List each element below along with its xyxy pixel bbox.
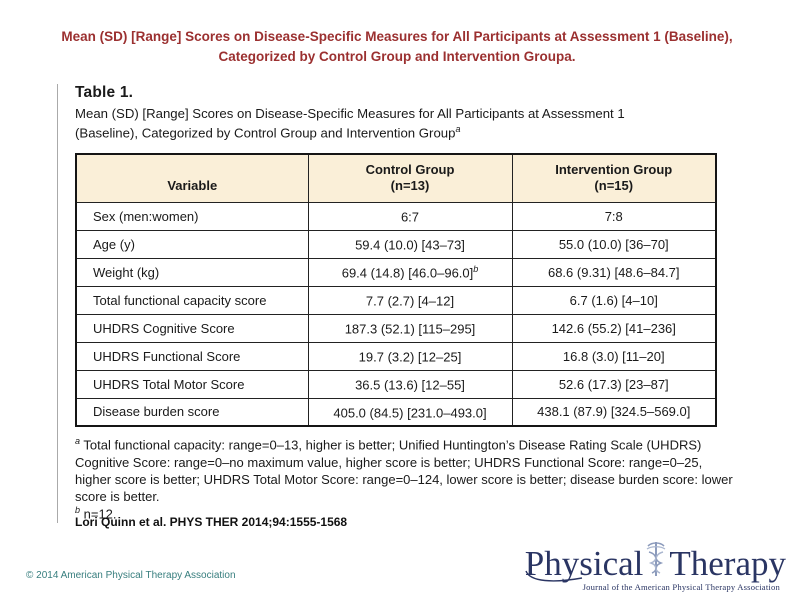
table-row: Weight (kg) 69.4 (14.8) [46.0–96.0]b 68.… bbox=[75, 257, 717, 287]
footnote-b: b n=12. bbox=[75, 505, 738, 523]
intervention-value-cell: 52.6 (17.3) [23–87] bbox=[511, 369, 717, 399]
intervention-value-cell: 6.7 (1.6) [4–10] bbox=[511, 285, 717, 315]
footnote-a-text: Total functional capacity: range=0–13, h… bbox=[75, 437, 733, 505]
logo-subtitle: Journal of the American Physical Therapy… bbox=[582, 582, 780, 592]
logo-wordmark: Physical Therapy bbox=[518, 537, 786, 581]
control-value: 36.5 (13.6) [12–55] bbox=[355, 377, 465, 393]
intervention-value-cell: 16.8 (3.0) [11–20] bbox=[511, 341, 717, 371]
table-row: UHDRS Total Motor Score 36.5 (13.6) [12–… bbox=[75, 369, 717, 399]
control-value-cell: 36.5 (13.6) [12–55] bbox=[307, 369, 513, 399]
control-value-cell: 405.0 (84.5) [231.0–493.0] bbox=[307, 397, 513, 427]
intervention-value-cell: 438.1 (87.9) [324.5–569.0] bbox=[511, 397, 717, 427]
footnote-b-marker: b bbox=[75, 505, 81, 516]
table-figure: Table 1. Mean (SD) [Range] Scores on Dis… bbox=[57, 84, 733, 524]
variable-cell: UHDRS Cognitive Score bbox=[75, 313, 309, 343]
control-value: 6:7 bbox=[400, 209, 420, 225]
footnote-b-text: n=12. bbox=[80, 506, 117, 522]
intervention-value-cell: 7:8 bbox=[511, 201, 717, 231]
control-value-cell: 7.7 (2.7) [4–12] bbox=[307, 285, 513, 315]
control-value: 59.4 (10.0) [43–73] bbox=[355, 237, 465, 253]
intervention-value-cell: 55.0 (10.0) [36–70] bbox=[511, 229, 717, 259]
column-header-control-group: Control Group (n=13) bbox=[307, 153, 513, 203]
logo-swoosh bbox=[524, 570, 584, 589]
caduceus-icon bbox=[645, 540, 667, 584]
control-value-cell: 6:7 bbox=[307, 201, 513, 231]
control-value: 7.7 (2.7) [4–12] bbox=[365, 293, 455, 309]
intervention-group-n: (n=15) bbox=[594, 178, 634, 194]
citation: Lori Quinn et al. PHYS THER 2014;94:1555… bbox=[75, 515, 348, 529]
table-caption: Mean (SD) [Range] Scores on Disease-Spec… bbox=[75, 105, 685, 142]
column-header-variable: Variable bbox=[75, 153, 309, 203]
slide-title: Mean (SD) [Range] Scores on Disease-Spec… bbox=[61, 29, 733, 65]
control-value-cell: 19.7 (3.2) [12–25] bbox=[307, 341, 513, 371]
logo-word-physical: Physical bbox=[524, 544, 644, 583]
table-label: Table 1. bbox=[75, 84, 134, 101]
control-value: 19.7 (3.2) [12–25] bbox=[358, 349, 462, 365]
table-footnotes: a Total functional capacity: range=0–13,… bbox=[75, 436, 738, 523]
control-value-cell: 187.3 (52.1) [115–295] bbox=[307, 313, 513, 343]
table-row: UHDRS Functional Score 19.7 (3.2) [12–25… bbox=[75, 341, 717, 371]
footnote-marker: b bbox=[473, 263, 479, 274]
physical-therapy-logo: Physical Therapy Journal of the American… bbox=[518, 537, 786, 592]
control-value-cell: 69.4 (14.8) [46.0–96.0]b bbox=[307, 257, 513, 287]
table-row: Age (y) 59.4 (10.0) [43–73] 55.0 (10.0) … bbox=[75, 229, 717, 259]
table-row: Disease burden score 405.0 (84.5) [231.0… bbox=[75, 397, 717, 427]
table-row: Sex (men:women) 6:7 7:8 bbox=[75, 201, 717, 231]
table-caption-text: Mean (SD) [Range] Scores on Disease-Spec… bbox=[75, 106, 625, 141]
variable-cell: UHDRS Total Motor Score bbox=[75, 369, 309, 399]
table-row: Total functional capacity score 7.7 (2.7… bbox=[75, 285, 717, 315]
table-header-row: Variable Control Group (n=13) Interventio… bbox=[75, 153, 717, 203]
footnote-a-marker: a bbox=[75, 436, 81, 447]
control-group-label: Control Group bbox=[365, 162, 455, 178]
variable-cell: Weight (kg) bbox=[75, 257, 309, 287]
intervention-value-cell: 142.6 (55.2) [41–236] bbox=[511, 313, 717, 343]
intervention-value-cell: 68.6 (9.31) [48.6–84.7] bbox=[511, 257, 717, 287]
control-value: 187.3 (52.1) [115–295] bbox=[344, 321, 476, 337]
variable-cell: Total functional capacity score bbox=[75, 285, 309, 315]
variable-cell: Sex (men:women) bbox=[75, 201, 309, 231]
intervention-group-label: Intervention Group bbox=[555, 162, 673, 178]
table-caption-footnote-marker: a bbox=[455, 123, 461, 134]
logo-word-therapy: Therapy bbox=[669, 544, 786, 583]
footnote-a: a Total functional capacity: range=0–13,… bbox=[75, 436, 738, 505]
control-value-cell: 59.4 (10.0) [43–73] bbox=[307, 229, 513, 259]
variable-cell: Disease burden score bbox=[75, 397, 309, 427]
variable-cell: UHDRS Functional Score bbox=[75, 341, 309, 371]
copyright-notice: © 2014 American Physical Therapy Associa… bbox=[26, 570, 236, 581]
control-value: 405.0 (84.5) [231.0–493.0] bbox=[333, 404, 487, 420]
data-table: Variable Control Group (n=13) Interventio… bbox=[75, 153, 717, 428]
table-row: UHDRS Cognitive Score 187.3 (52.1) [115–… bbox=[75, 313, 717, 343]
control-value: 69.4 (14.8) [46.0–96.0] bbox=[341, 265, 474, 281]
control-group-n: (n=13) bbox=[390, 178, 430, 194]
variable-cell: Age (y) bbox=[75, 229, 309, 259]
column-header-intervention-group: Intervention Group (n=15) bbox=[511, 153, 717, 203]
